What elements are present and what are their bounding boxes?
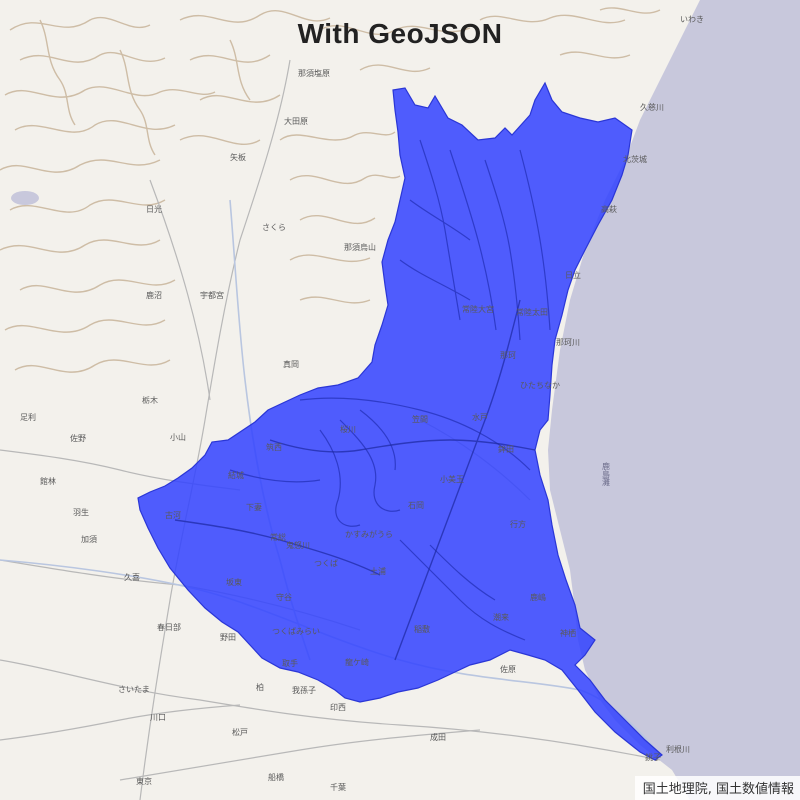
label-tokyo: 東京 [136, 776, 152, 786]
label-otawara: 大田原 [284, 116, 308, 126]
label-bando: 坂東 [226, 577, 242, 587]
label-moriya: 守谷 [276, 592, 292, 602]
label-kamisu: 神栖 [560, 628, 576, 638]
label-kashima: 鹿嶋 [530, 592, 546, 602]
label-narita: 成田 [430, 732, 446, 742]
label-sawara: 佐原 [500, 664, 516, 674]
label-hitachiota: 常陸太田 [516, 307, 548, 317]
label-hanyu: 羽生 [73, 507, 89, 517]
label-sakuragawa: 桜川 [340, 424, 356, 434]
label-chiba: 千葉 [330, 782, 346, 792]
label-sea: 鹿島灘 [602, 461, 611, 487]
label-hitachi: 日立 [565, 270, 581, 280]
label-takahagi: 高萩 [601, 204, 617, 214]
label-joso: 常総 [270, 532, 286, 542]
label-kazo: 加須 [81, 534, 97, 544]
label-abiko: 我孫子 [292, 685, 316, 695]
label-tochigi: 栃木 [142, 395, 158, 405]
label-ashikaga: 足利 [20, 412, 36, 422]
label-tsukubamirai: つくばみらい [272, 627, 320, 636]
label-river-naka: 那珂川 [556, 338, 580, 347]
label-shimotsuma: 下妻 [246, 502, 262, 512]
overlay-roads [174, 299, 536, 661]
label-nasukarasuyama: 那須烏山 [344, 242, 376, 252]
label-oyama: 小山 [170, 432, 186, 442]
label-nikko: 日光 [146, 204, 162, 214]
label-ishioka: 石岡 [408, 501, 424, 510]
label-kanuma: 鹿沼 [146, 290, 162, 300]
label-river-tone: 利根川 [666, 744, 690, 754]
label-sakura: さくら [262, 223, 286, 232]
label-kasukabe: 春日部 [157, 622, 181, 632]
label-namegata: 行方 [510, 519, 526, 529]
label-omitama: 小美玉 [440, 474, 464, 484]
geojson-prefecture-polygon[interactable] [137, 81, 663, 761]
label-hokota: 鉾田 [498, 444, 514, 454]
label-utsunomiya: 宇都宮 [200, 290, 224, 300]
label-hitachinaka: ひたちなか [520, 381, 560, 390]
label-kitaibaraki: 北茨城 [623, 154, 647, 164]
label-kasama: 笠間 [412, 414, 428, 424]
label-hitachiomiya: 常陸大宮 [462, 304, 494, 314]
label-kuki: 久喜 [124, 572, 140, 582]
map-attribution[interactable]: 国土地理院, 国土数値情報 [634, 776, 800, 800]
label-naka: 那珂 [500, 351, 516, 360]
label-saitama: さいたま [118, 685, 150, 694]
label-toride: 取手 [282, 658, 298, 668]
contour-lines [0, 7, 661, 373]
label-funabashi: 船橋 [268, 772, 284, 782]
label-tatebayashi: 館林 [40, 476, 56, 486]
label-yuki: 結城 [228, 470, 244, 480]
label-yaita: 矢板 [230, 152, 246, 162]
label-mito: 水戸 [472, 412, 488, 422]
label-nasu: 那須塩原 [298, 68, 330, 78]
label-kasumigaura: かすみがうら [345, 529, 393, 539]
label-ryugasaki: 龍ケ崎 [345, 657, 369, 667]
label-itako: 潮来 [493, 612, 509, 622]
label-mashiko: 真岡 [283, 359, 299, 369]
label-iwaki: いわき [680, 15, 704, 24]
label-tsuchiura: 土浦 [370, 566, 386, 576]
label-chikusei: 筑西 [266, 442, 282, 452]
map-title: With GeoJSON [297, 18, 503, 49]
lake [11, 191, 39, 205]
label-kawaguchi: 川口 [150, 713, 166, 722]
label-choshi: 銚子 [645, 752, 661, 762]
label-koga: 古河 [165, 510, 181, 520]
label-river-kinu: 鬼怒川 [286, 540, 310, 550]
label-inashiki: 稲敷 [414, 624, 430, 634]
label-noda: 野田 [220, 633, 236, 642]
place-labels: 那須塩原 大田原 矢板 日光 さくら 那須烏山 鹿沼 宇都宮 真岡 栃木 小山 … [20, 15, 704, 792]
label-river-kuji: 久慈川 [640, 102, 664, 112]
label-sano: 佐野 [70, 433, 86, 443]
label-tsukuba: つくば [314, 559, 338, 568]
label-inzai: 印西 [330, 703, 346, 712]
label-kashiwa: 柏 [256, 682, 264, 692]
label-matsudo: 松戸 [232, 727, 248, 737]
